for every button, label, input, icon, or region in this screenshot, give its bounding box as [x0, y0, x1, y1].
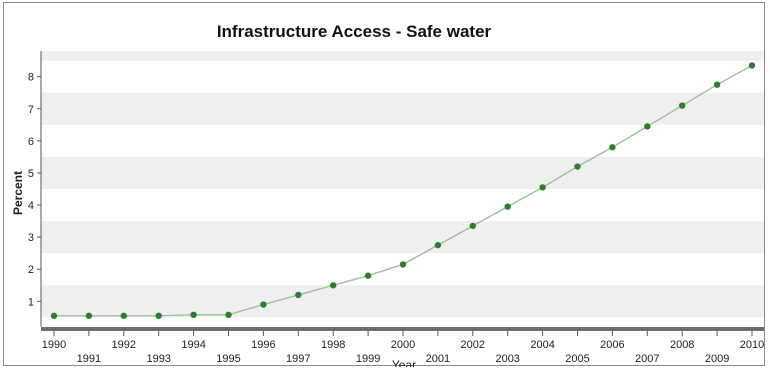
y-axis-title: Percent — [11, 171, 25, 215]
data-point — [713, 81, 721, 88]
data-point — [748, 62, 756, 69]
y-tick-label: 8 — [28, 72, 34, 84]
x-tick-label: 1993 — [146, 353, 170, 365]
data-point — [434, 241, 442, 249]
y-tick-label: 4 — [28, 200, 34, 212]
x-tick-label: 1995 — [216, 353, 240, 365]
data-point — [295, 291, 302, 299]
x-tick-label: 2002 — [461, 339, 485, 351]
data-point — [190, 311, 197, 319]
data-point — [330, 282, 337, 289]
data-point — [225, 311, 232, 319]
y-tick-label: 6 — [28, 136, 34, 148]
x-tick-label: 2009 — [705, 353, 729, 365]
x-tick-label: 2000 — [391, 339, 415, 351]
data-point — [85, 312, 93, 319]
y-tick-label: 2 — [28, 264, 34, 276]
x-tick-label: 1998 — [321, 339, 345, 351]
data-point — [574, 163, 581, 170]
y-tick-label: 7 — [28, 104, 34, 116]
x-tick-label: 2006 — [600, 339, 624, 351]
data-point — [120, 312, 128, 319]
data-point — [155, 312, 162, 319]
x-tick-label: 1997 — [286, 353, 310, 365]
data-point — [260, 301, 267, 308]
data-point — [644, 123, 651, 130]
x-tick-label: 1996 — [251, 339, 275, 351]
x-tick-label: 1999 — [356, 353, 380, 365]
chart-frame: Infrastructure Access - Safe water 1 2 3 4 5… — [3, 2, 765, 367]
x-tick-label: 1994 — [181, 339, 205, 351]
x-axis-title: Year — [392, 358, 416, 367]
x-tick-label: 1990 — [42, 339, 66, 351]
data-point — [609, 144, 616, 151]
grid-band — [41, 285, 764, 318]
x-tick-label: 2005 — [565, 353, 589, 365]
grid-band — [41, 92, 764, 125]
x-axis-bar — [41, 327, 764, 331]
chart-title: Infrastructure Access - Safe water — [217, 22, 492, 41]
x-tick-label: 1991 — [77, 353, 101, 365]
data-point — [364, 272, 372, 279]
x-tick-label: 1992 — [112, 339, 136, 351]
x-tick-label: 2008 — [670, 339, 694, 351]
chart: Infrastructure Access - Safe water 1 2 3 4 5… — [11, 22, 764, 367]
plot-area: 1 2 3 4 5 6 7 8 1990 1991 1992 1993 1994 1995 1996 1997… — [28, 51, 764, 365]
data-point — [679, 102, 686, 109]
x-tick-label: 2007 — [635, 353, 659, 365]
data-point — [539, 184, 546, 191]
y-tick-label: 3 — [28, 232, 34, 244]
data-point — [399, 261, 407, 268]
x-tick-label: 2001 — [426, 353, 450, 365]
data-point — [469, 222, 476, 230]
grid-band — [41, 221, 764, 254]
data-point — [50, 312, 58, 319]
grid-band — [41, 156, 764, 189]
x-tick-label: 2004 — [530, 339, 554, 351]
x-tick-label: 2003 — [495, 353, 519, 365]
x-tick-label: 2010 — [740, 339, 764, 351]
grid-band — [41, 51, 764, 61]
y-tick-label: 5 — [28, 168, 34, 180]
data-point — [504, 203, 511, 210]
y-tick-label: 1 — [28, 296, 34, 308]
